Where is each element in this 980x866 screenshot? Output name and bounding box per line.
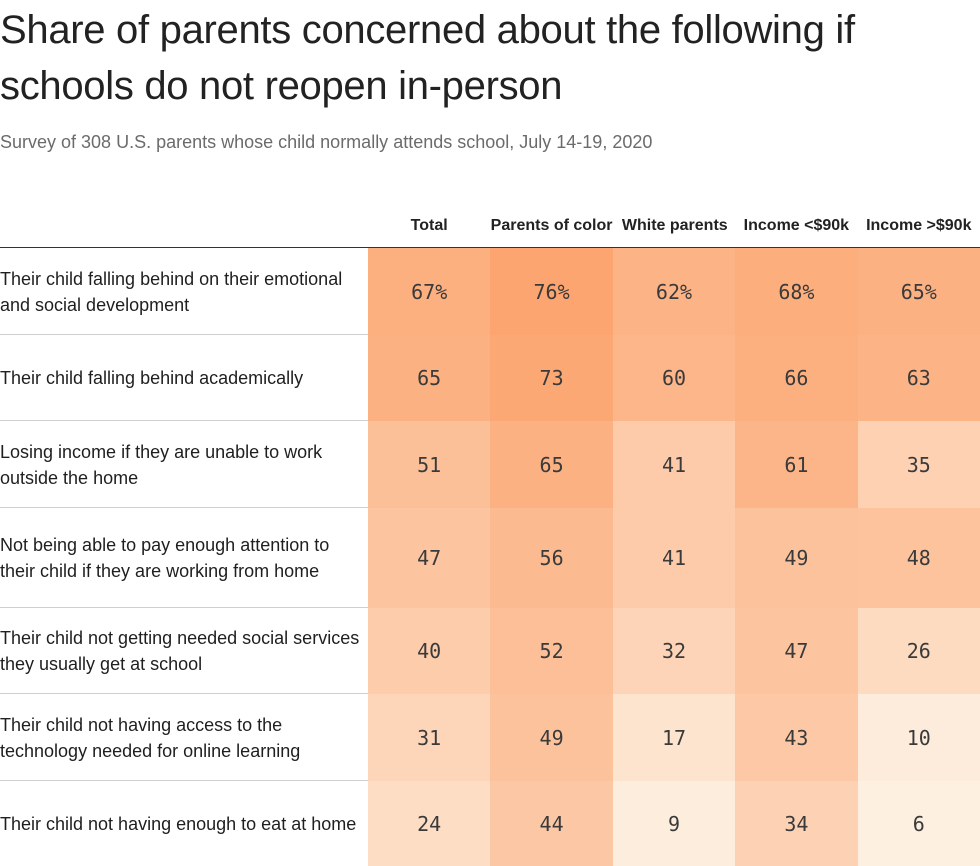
table-header: Total Parents of color White parents Inc… bbox=[0, 186, 980, 248]
row-label: Not being able to pay enough attention t… bbox=[0, 535, 330, 581]
heatmap-cell: 48 bbox=[857, 508, 980, 608]
row-label: Their child falling behind academically bbox=[0, 368, 304, 388]
heatmap-cell: 60 bbox=[612, 335, 736, 421]
heatmap-cell: 67% bbox=[368, 248, 491, 335]
heatmap-cell: 56 bbox=[490, 508, 613, 608]
heatmap-cell: 40 bbox=[368, 608, 491, 694]
row-label: Their child falling behind on their emot… bbox=[0, 268, 343, 315]
row-label: Their child not having enough to eat at … bbox=[0, 814, 357, 834]
row-divider bbox=[0, 607, 368, 608]
heatmap-cell: 26 bbox=[857, 608, 980, 694]
heatmap-cell: 9 bbox=[612, 781, 736, 866]
heatmap-cell: 49 bbox=[735, 508, 858, 608]
table-row: Their child not having enough to eat at … bbox=[0, 781, 980, 866]
table-row: Their child falling behind on their emot… bbox=[0, 248, 980, 335]
heatmap-cell: 63 bbox=[857, 335, 980, 421]
heatmap-cell: 34 bbox=[735, 781, 858, 866]
heatmap-cell: 49 bbox=[490, 694, 613, 781]
column-header-total: Total bbox=[410, 217, 448, 234]
heatmap-cell: 73 bbox=[490, 335, 613, 421]
heatmap-cell: 51 bbox=[368, 421, 491, 508]
column-header-white-parents: White parents bbox=[621, 217, 728, 234]
heatmap-cell: 43 bbox=[735, 694, 858, 781]
heatmap-cell: 66 bbox=[735, 335, 858, 421]
row-divider bbox=[0, 334, 368, 335]
table-row: Their child not getting needed social se… bbox=[0, 608, 980, 694]
row-divider bbox=[0, 507, 368, 508]
heatmap-cell: 65% bbox=[857, 248, 980, 335]
heatmap-cell: 10 bbox=[857, 694, 980, 781]
heatmap-cell: 41 bbox=[612, 421, 736, 508]
heatmap-cell: 47 bbox=[735, 608, 858, 694]
heatmap-cell: 65 bbox=[490, 421, 613, 508]
row-divider bbox=[0, 420, 368, 421]
heatmap-cell: 6 bbox=[857, 781, 980, 866]
table-row: Their child not having access to the tec… bbox=[0, 694, 980, 781]
chart-title: Share of parents concerned about the fol… bbox=[0, 8, 855, 108]
chart-subtitle: Survey of 308 U.S. parents whose child n… bbox=[0, 132, 653, 152]
heatmap-cell: 47 bbox=[368, 508, 491, 608]
heatmap-table: Total Parents of color White parents Inc… bbox=[0, 186, 980, 866]
row-label: Their child not having access to the tec… bbox=[0, 714, 301, 761]
column-header-income-over-90k: Income >$90k bbox=[866, 217, 972, 234]
table-row: Their child falling behind academically 6… bbox=[0, 335, 980, 421]
heatmap-cell: 65 bbox=[368, 335, 491, 421]
heatmap-cell: 68% bbox=[735, 248, 858, 335]
row-divider bbox=[0, 693, 368, 694]
heatmap-cell: 62% bbox=[612, 248, 736, 335]
heatmap-cell: 32 bbox=[612, 608, 736, 694]
heatmap-cell: 17 bbox=[612, 694, 736, 781]
heatmap-cell: 76% bbox=[490, 248, 613, 335]
heatmap-cell: 35 bbox=[857, 421, 980, 508]
table-row: Losing income if they are unable to work… bbox=[0, 421, 980, 508]
heatmap-cell: 61 bbox=[735, 421, 858, 508]
heatmap-cell: 41 bbox=[612, 508, 736, 608]
heatmap-cell: 31 bbox=[368, 694, 491, 781]
heatmap-cell: 52 bbox=[490, 608, 613, 694]
row-label: Losing income if they are unable to work… bbox=[0, 441, 323, 488]
table-row: Not being able to pay enough attention t… bbox=[0, 508, 980, 608]
heatmap-cell: 24 bbox=[368, 781, 491, 866]
row-label: Their child not getting needed social se… bbox=[0, 628, 360, 674]
heatmap-cell: 44 bbox=[490, 781, 613, 866]
column-header-income-under-90k: Income <$90k bbox=[743, 217, 850, 234]
column-header-parents-of-color: Parents of color bbox=[490, 217, 613, 234]
row-divider bbox=[0, 780, 368, 781]
